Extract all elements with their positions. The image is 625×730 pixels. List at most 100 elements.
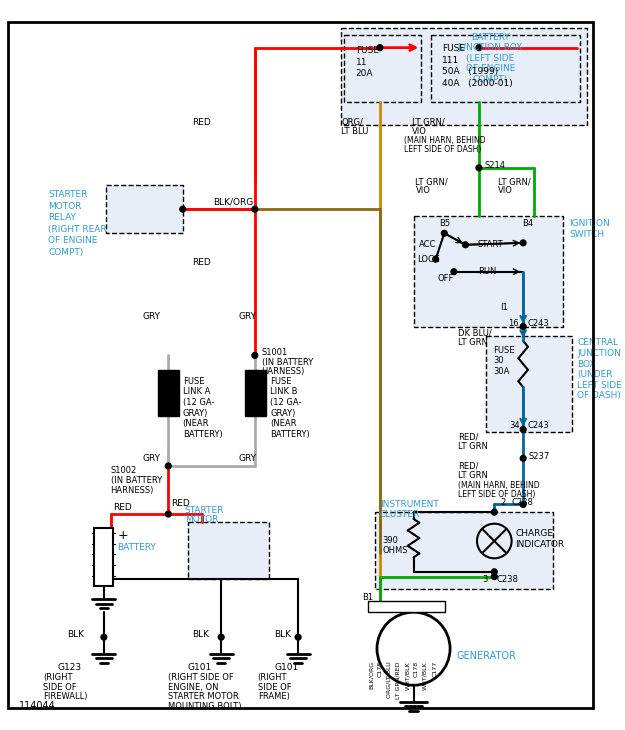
Text: 11: 11 <box>356 58 367 66</box>
Text: (NEAR: (NEAR <box>270 419 297 429</box>
Text: (UNDER: (UNDER <box>577 370 612 379</box>
Text: LEFT SIDE: LEFT SIDE <box>577 381 622 390</box>
Circle shape <box>101 634 107 640</box>
FancyBboxPatch shape <box>341 28 587 125</box>
Text: RED: RED <box>192 118 211 127</box>
Bar <box>245 370 266 416</box>
Text: G123: G123 <box>58 664 82 672</box>
Circle shape <box>218 634 224 640</box>
Text: MOTOR: MOTOR <box>48 201 81 211</box>
Text: COMPT): COMPT) <box>473 75 508 84</box>
Circle shape <box>520 240 526 246</box>
Circle shape <box>520 426 526 432</box>
FancyBboxPatch shape <box>431 35 580 102</box>
FancyBboxPatch shape <box>414 216 562 326</box>
Circle shape <box>441 231 448 236</box>
Text: BATTERY: BATTERY <box>471 33 510 42</box>
Text: 34: 34 <box>510 421 521 430</box>
Circle shape <box>252 353 258 358</box>
Text: ACC: ACC <box>419 240 437 249</box>
Text: VIO: VIO <box>498 186 513 196</box>
Text: OF DASH): OF DASH) <box>577 391 621 400</box>
Text: ENGINE, ON: ENGINE, ON <box>168 683 219 691</box>
Text: C238: C238 <box>496 575 518 584</box>
Circle shape <box>377 45 382 50</box>
Text: B4: B4 <box>522 219 533 228</box>
Text: GRY: GRY <box>142 454 161 463</box>
Text: BLK/ORG: BLK/ORG <box>214 198 254 207</box>
Text: GRY: GRY <box>239 312 256 321</box>
Text: RED: RED <box>171 499 190 508</box>
Text: (RIGHT: (RIGHT <box>258 673 288 682</box>
Text: LT GRN/RED: LT GRN/RED <box>396 661 401 699</box>
Text: SIDE OF: SIDE OF <box>258 683 291 691</box>
Text: HARNESS): HARNESS) <box>111 485 154 494</box>
Text: (NEAR: (NEAR <box>182 419 209 429</box>
Text: OF ENGINE: OF ENGINE <box>466 64 515 73</box>
Text: LEFT SIDE OF DASH): LEFT SIDE OF DASH) <box>404 145 481 154</box>
Text: BATTERY): BATTERY) <box>182 430 222 439</box>
Circle shape <box>491 574 498 580</box>
Text: COMPT): COMPT) <box>48 248 83 257</box>
Circle shape <box>476 45 482 50</box>
Text: JUNCTION BOX: JUNCTION BOX <box>458 43 523 52</box>
Text: (12 GA-: (12 GA- <box>270 398 302 407</box>
Circle shape <box>520 502 526 507</box>
Circle shape <box>252 207 258 212</box>
Text: S237: S237 <box>529 452 550 461</box>
Text: BLK: BLK <box>192 630 209 639</box>
Text: WHT/BLK: WHT/BLK <box>405 661 410 690</box>
Circle shape <box>180 207 186 212</box>
Text: GRAY): GRAY) <box>182 409 208 418</box>
Text: FUSE: FUSE <box>442 44 466 53</box>
Text: S1002: S1002 <box>111 466 137 475</box>
Text: 3: 3 <box>482 575 488 584</box>
Text: RED/: RED/ <box>458 433 478 442</box>
Text: LT GRN/: LT GRN/ <box>498 178 531 187</box>
Text: LINK A: LINK A <box>182 388 210 396</box>
Text: BATTERY: BATTERY <box>118 543 156 552</box>
Text: B5: B5 <box>439 219 451 228</box>
Text: GRAY): GRAY) <box>270 409 296 418</box>
Text: FUSE: FUSE <box>182 377 204 386</box>
Circle shape <box>491 510 498 515</box>
Text: (RIGHT: (RIGHT <box>43 673 72 682</box>
Text: GENERATOR: GENERATOR <box>457 651 517 661</box>
Text: FIREWALL): FIREWALL) <box>43 692 88 702</box>
Text: (LEFT SIDE: (LEFT SIDE <box>466 54 514 63</box>
Text: GRY: GRY <box>142 312 161 321</box>
Text: C177: C177 <box>432 661 437 677</box>
Text: LT GRN/: LT GRN/ <box>416 178 448 187</box>
Text: 390: 390 <box>382 537 399 545</box>
Text: LEFT SIDE OF DASH): LEFT SIDE OF DASH) <box>458 491 535 499</box>
Text: (IN BATTERY: (IN BATTERY <box>111 476 162 485</box>
Circle shape <box>520 456 526 461</box>
Text: STARTER: STARTER <box>48 191 88 199</box>
Text: CHARGE: CHARGE <box>516 529 554 538</box>
Text: C178: C178 <box>378 661 382 677</box>
Text: VIO: VIO <box>412 127 426 136</box>
Circle shape <box>491 569 498 575</box>
Text: MOTOR: MOTOR <box>184 515 218 524</box>
Text: (IN BATTERY: (IN BATTERY <box>262 358 313 366</box>
Text: RED/: RED/ <box>458 461 478 470</box>
Text: 40A   (2000-01): 40A (2000-01) <box>442 79 513 88</box>
Text: (MAIN HARN, BEHIND: (MAIN HARN, BEHIND <box>404 137 486 145</box>
Text: SIDE OF: SIDE OF <box>43 683 77 691</box>
Text: RED: RED <box>192 258 211 266</box>
Bar <box>368 601 445 612</box>
Text: BLK: BLK <box>274 630 291 639</box>
Text: 114044: 114044 <box>19 702 56 712</box>
Text: LT GRN: LT GRN <box>458 339 488 347</box>
Circle shape <box>451 269 457 274</box>
FancyBboxPatch shape <box>486 336 572 432</box>
Text: 30: 30 <box>493 356 504 365</box>
Text: G101: G101 <box>188 664 212 672</box>
Text: LT GRN/: LT GRN/ <box>412 118 444 126</box>
Text: (12 GA-: (12 GA- <box>182 398 214 407</box>
Bar <box>94 529 114 586</box>
Text: C243: C243 <box>527 319 549 328</box>
Text: 16: 16 <box>508 319 518 328</box>
FancyBboxPatch shape <box>106 185 182 234</box>
Text: BLK: BLK <box>68 630 84 639</box>
